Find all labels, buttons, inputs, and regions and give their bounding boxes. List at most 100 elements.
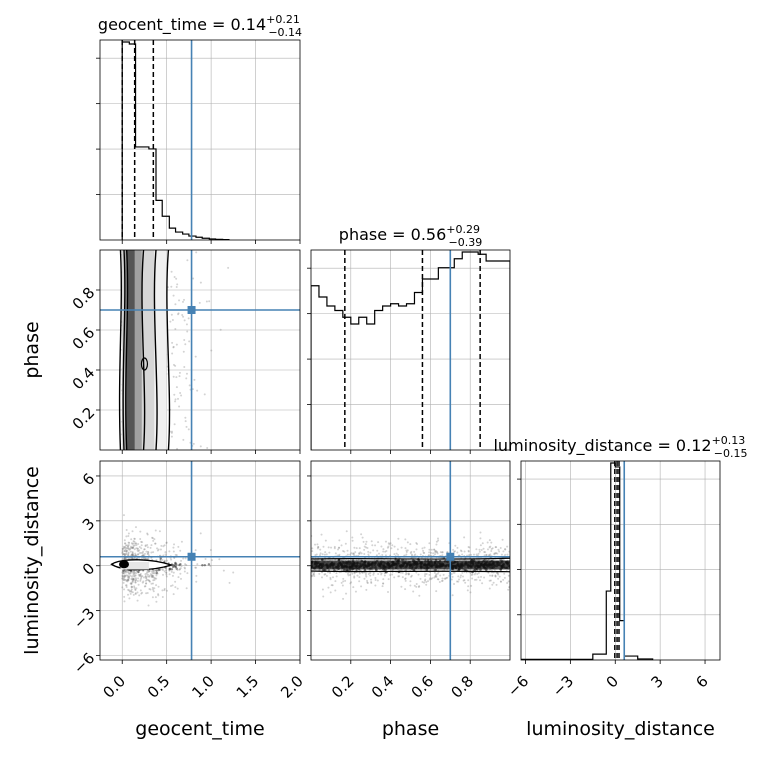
title-minus: −0.14 xyxy=(268,26,302,39)
scatter-point xyxy=(452,548,455,551)
x-tick-label: 3 xyxy=(648,672,667,691)
scatter-point xyxy=(227,266,230,269)
scatter-point xyxy=(133,540,136,543)
scatter-point xyxy=(433,548,436,551)
scatter-point xyxy=(123,578,126,581)
scatter-point xyxy=(385,550,388,553)
scatter-point xyxy=(199,281,202,284)
scatter-point xyxy=(127,534,130,537)
x-axis-label: phase xyxy=(382,718,439,740)
scatter-point xyxy=(186,330,189,333)
scatter-point xyxy=(469,591,472,594)
title-plus: +0.13 xyxy=(712,434,746,447)
scatter-point xyxy=(144,544,147,547)
scatter-point xyxy=(405,549,408,552)
scatter-point xyxy=(137,542,140,545)
scatter-point xyxy=(475,553,478,556)
scatter-point xyxy=(131,547,134,550)
scatter-point xyxy=(155,584,158,587)
scatter-point xyxy=(152,588,155,591)
scatter-point xyxy=(494,575,497,578)
scatter-point xyxy=(428,554,431,557)
scatter-point xyxy=(172,375,175,378)
scatter-point xyxy=(397,553,400,556)
scatter-point xyxy=(175,386,178,389)
scatter-point xyxy=(157,594,160,597)
scatter-point xyxy=(125,549,128,552)
scatter-point xyxy=(195,566,198,569)
scatter-point xyxy=(366,582,369,585)
scatter-point xyxy=(467,546,470,549)
histogram-luminosity_distance xyxy=(521,462,654,660)
scatter-point xyxy=(504,548,507,551)
scatter-point xyxy=(222,569,225,572)
scatter-point xyxy=(428,578,431,581)
scatter-point xyxy=(375,554,378,557)
scatter-point xyxy=(182,438,185,441)
scatter-point xyxy=(145,577,148,580)
y-tick-label: −6 xyxy=(70,649,98,677)
scatter-point xyxy=(358,572,361,575)
scatter-point xyxy=(467,579,470,582)
scatter-point xyxy=(179,572,182,575)
scatter-point xyxy=(471,577,474,580)
scatter-point xyxy=(147,552,150,555)
scatter-point xyxy=(130,590,133,593)
scatter-point xyxy=(199,445,202,448)
scatter-point xyxy=(495,552,498,555)
scatter-point xyxy=(185,563,188,566)
density-region xyxy=(110,559,174,571)
scatter-point xyxy=(504,548,507,551)
scatter-point xyxy=(170,431,173,434)
scatter-point xyxy=(125,549,128,552)
scatter-point xyxy=(151,574,154,577)
scatter-point xyxy=(492,581,495,584)
density-band xyxy=(120,561,149,570)
scatter-point xyxy=(173,543,176,546)
scatter-point xyxy=(132,578,135,581)
scatter-point xyxy=(466,589,469,592)
scatter-point xyxy=(132,542,135,545)
scatter-point xyxy=(508,550,510,553)
scatter-point xyxy=(321,553,324,556)
scatter-point xyxy=(144,573,147,576)
scatter-point xyxy=(132,578,135,581)
scatter-point xyxy=(143,548,146,551)
scatter-point xyxy=(165,589,168,592)
scatter-point xyxy=(155,577,158,580)
scatter-point xyxy=(387,545,390,548)
scatter-point xyxy=(436,551,439,554)
scatter-point xyxy=(175,286,178,289)
scatter-point xyxy=(161,589,164,592)
scatter-point xyxy=(198,301,201,304)
scatter-point xyxy=(177,576,180,579)
scatter-point xyxy=(131,591,134,594)
scatter-point xyxy=(407,573,410,576)
scatter-point xyxy=(163,587,166,590)
scatter-point xyxy=(383,574,386,577)
scatter-point xyxy=(153,576,156,579)
scatter-point xyxy=(122,571,125,574)
scatter-point xyxy=(460,550,463,553)
scatter-point xyxy=(316,547,319,550)
scatter-point xyxy=(391,544,394,547)
scatter-point xyxy=(481,582,484,585)
hist-panel-luminosity_distance: luminosity_distance = 0.12+0.13 −0.15 xyxy=(493,434,748,664)
scatter-point xyxy=(386,546,389,549)
scatter-point xyxy=(131,546,134,549)
scatter-point xyxy=(463,536,466,539)
scatter-point xyxy=(145,582,148,585)
scatter-point xyxy=(127,551,130,554)
scatter-point xyxy=(364,543,367,546)
panel-frame xyxy=(99,39,301,241)
scatter-point xyxy=(122,572,125,575)
scatter-point xyxy=(134,581,137,584)
scatter-point xyxy=(136,591,139,594)
scatter-point xyxy=(127,579,130,582)
scatter-point xyxy=(153,538,156,541)
scatter-point xyxy=(134,579,137,582)
scatter-point xyxy=(127,570,130,573)
scatter-point xyxy=(365,588,368,591)
scatter-point xyxy=(125,584,128,587)
scatter-point xyxy=(121,551,124,554)
